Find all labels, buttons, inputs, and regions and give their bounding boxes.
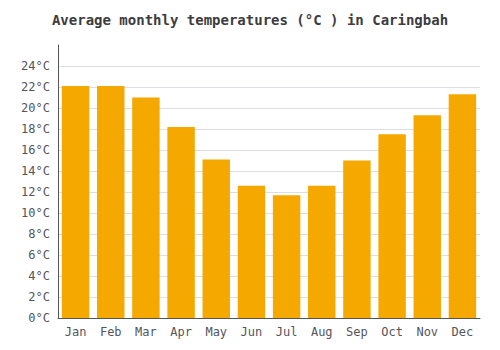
- svg-text:Sep: Sep: [346, 325, 368, 339]
- svg-text:Aug: Aug: [311, 325, 333, 339]
- svg-text:2°C: 2°C: [28, 290, 50, 304]
- svg-text:18°C: 18°C: [21, 122, 50, 136]
- svg-text:14°C: 14°C: [21, 164, 50, 178]
- svg-text:10°C: 10°C: [21, 206, 50, 220]
- svg-text:16°C: 16°C: [21, 143, 50, 157]
- svg-text:24°C: 24°C: [21, 59, 50, 73]
- svg-text:Jan: Jan: [65, 325, 87, 339]
- svg-text:Jul: Jul: [276, 325, 298, 339]
- svg-text:20°C: 20°C: [21, 101, 50, 115]
- svg-text:Jun: Jun: [241, 325, 263, 339]
- svg-text:Average monthly temperatures (: Average monthly temperatures (°C ) in Ca…: [52, 12, 448, 28]
- svg-text:12°C: 12°C: [21, 185, 50, 199]
- svg-text:22°C: 22°C: [21, 80, 50, 94]
- svg-text:May: May: [205, 325, 227, 339]
- svg-text:Dec: Dec: [452, 325, 474, 339]
- svg-text:8°C: 8°C: [28, 227, 50, 241]
- svg-text:Apr: Apr: [170, 325, 192, 339]
- svg-text:4°C: 4°C: [28, 269, 50, 283]
- svg-text:Oct: Oct: [381, 325, 403, 339]
- svg-text:Nov: Nov: [416, 325, 438, 339]
- svg-text:Mar: Mar: [135, 325, 157, 339]
- svg-text:Feb: Feb: [100, 325, 122, 339]
- svg-text:0°C: 0°C: [28, 311, 50, 325]
- svg-text:6°C: 6°C: [28, 248, 50, 262]
